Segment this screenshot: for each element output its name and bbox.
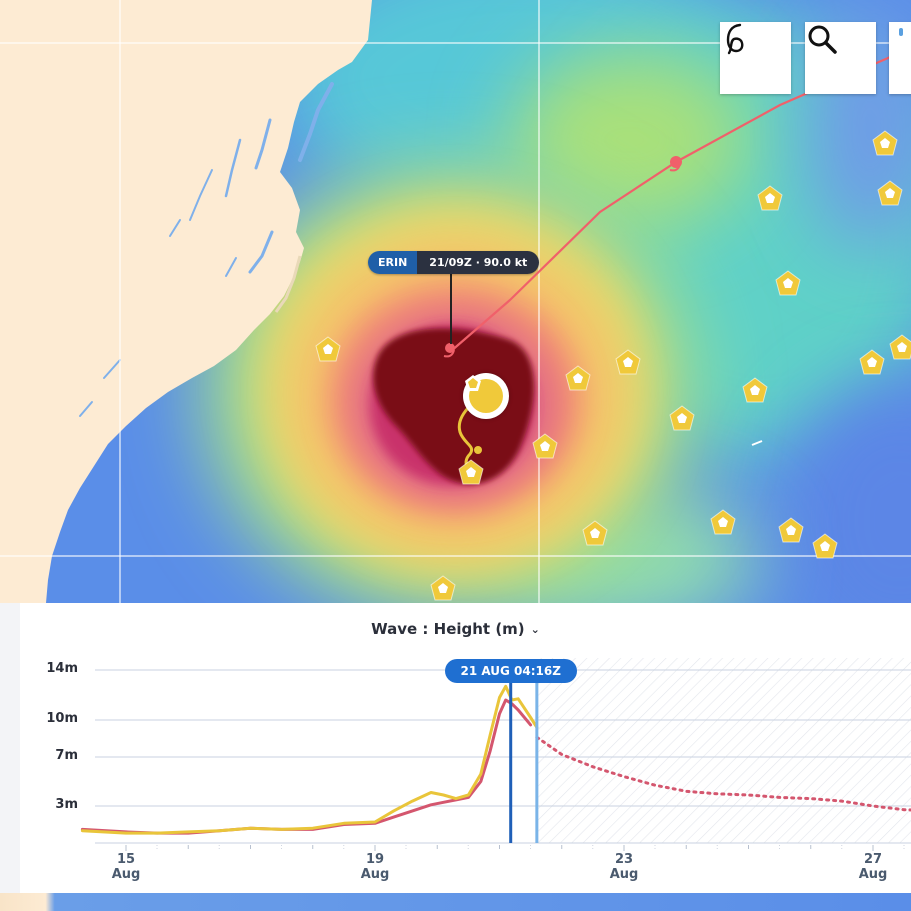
x-tick-day: 27 <box>863 852 883 867</box>
buoy-icon <box>582 520 608 546</box>
buoy-icon <box>465 375 481 391</box>
x-tick-label: 15 Aug <box>106 852 146 882</box>
buoy-marker[interactable] <box>777 516 805 544</box>
map-view[interactable]: ERIN 21/09Z · 90.0 kt <box>0 0 911 603</box>
buoy-marker[interactable] <box>429 574 457 602</box>
forecast-region <box>536 658 911 843</box>
storm-current-position-icon[interactable] <box>443 343 455 358</box>
buoy-icon <box>877 180 903 206</box>
wave-height-chart[interactable] <box>0 603 911 893</box>
buoy-marker[interactable] <box>564 364 592 392</box>
buoy-icon <box>669 405 695 431</box>
x-tick-month: Aug <box>609 867 639 882</box>
buoy-drift-point <box>474 446 482 454</box>
x-tick-month: Aug <box>111 867 141 882</box>
bays-and-rivers <box>79 82 334 417</box>
x-tick-label: 27 Aug <box>853 852 893 882</box>
buoy-marker[interactable] <box>314 335 342 363</box>
buoy-icon <box>315 336 341 362</box>
chart-title[interactable]: Wave : Height (m) ⌄ <box>0 620 911 638</box>
buoy-marker[interactable] <box>531 432 559 460</box>
hurricane-button[interactable] <box>720 22 791 94</box>
chart-title-text: Wave : Height (m) <box>371 620 525 638</box>
barrier-island <box>274 255 302 313</box>
panel-side-strip <box>0 603 20 893</box>
search-icon <box>808 25 837 54</box>
buoy-marker[interactable] <box>457 458 485 486</box>
map-strip-bottom <box>0 893 911 911</box>
buoy-icon <box>710 509 736 535</box>
y-tick-label: 7m <box>55 748 78 763</box>
selected-buoy-marker[interactable] <box>463 373 509 419</box>
wave-height-heatmap <box>200 0 911 603</box>
island <box>751 440 763 446</box>
time-cursor-badge[interactable]: 21 AUG 04:16Z <box>444 659 577 683</box>
buoy-marker[interactable] <box>774 269 802 297</box>
x-tick-month: Aug <box>360 867 390 882</box>
storm-track-erin[interactable] <box>443 45 911 358</box>
buoy-icon <box>430 575 456 601</box>
x-tick-label: 23 Aug <box>604 852 644 882</box>
y-tick-label: 10m <box>46 711 78 726</box>
buoy-icon <box>859 349 885 375</box>
x-tick-label: 19 Aug <box>355 852 395 882</box>
buoy-icon <box>742 377 768 403</box>
buoy-icon <box>615 349 641 375</box>
y-tick-label: 3m <box>55 797 78 812</box>
buoy-icon <box>812 533 838 559</box>
layers-icon <box>899 28 903 36</box>
buoy-marker[interactable] <box>888 333 911 361</box>
buoy-marker[interactable] <box>876 179 904 207</box>
buoy-marker[interactable] <box>581 519 609 547</box>
series-line-forecast <box>535 735 911 812</box>
buoy-icon <box>565 365 591 391</box>
buoy-marker[interactable] <box>709 508 737 536</box>
buoy-icon <box>889 334 911 360</box>
buoy-marker[interactable] <box>871 129 899 157</box>
buoy-icon <box>775 270 801 296</box>
x-tick-day: 23 <box>614 852 634 867</box>
map-canvas[interactable] <box>0 0 911 603</box>
buoy-icon <box>872 130 898 156</box>
buoy-marker[interactable] <box>756 184 784 212</box>
y-tick-label: 14m <box>46 661 78 676</box>
x-tick-day: 15 <box>116 852 136 867</box>
hurricane-icon <box>726 23 744 55</box>
buoy-icon <box>458 459 484 485</box>
buoy-icon <box>778 517 804 543</box>
storm-info: 21/09Z · 90.0 kt <box>417 251 540 274</box>
x-tick-month: Aug <box>858 867 888 882</box>
chevron-down-icon[interactable]: ⌄ <box>530 623 540 636</box>
storm-position-icon[interactable] <box>669 156 682 172</box>
buoy-marker[interactable] <box>811 532 839 560</box>
layers-button[interactable] <box>889 22 911 94</box>
buoy-icon <box>757 185 783 211</box>
buoy-marker[interactable] <box>741 376 769 404</box>
search-button[interactable] <box>805 22 876 94</box>
buoy-marker[interactable] <box>668 404 696 432</box>
x-tick-day: 19 <box>365 852 385 867</box>
series-line-observed <box>80 684 539 835</box>
buoy-icon <box>532 433 558 459</box>
storm-name: ERIN <box>368 251 418 274</box>
buoy-marker[interactable] <box>858 348 886 376</box>
coastline-land <box>0 0 372 603</box>
storm-label[interactable]: ERIN 21/09Z · 90.0 kt <box>368 251 540 274</box>
buoy-marker[interactable] <box>614 348 642 376</box>
